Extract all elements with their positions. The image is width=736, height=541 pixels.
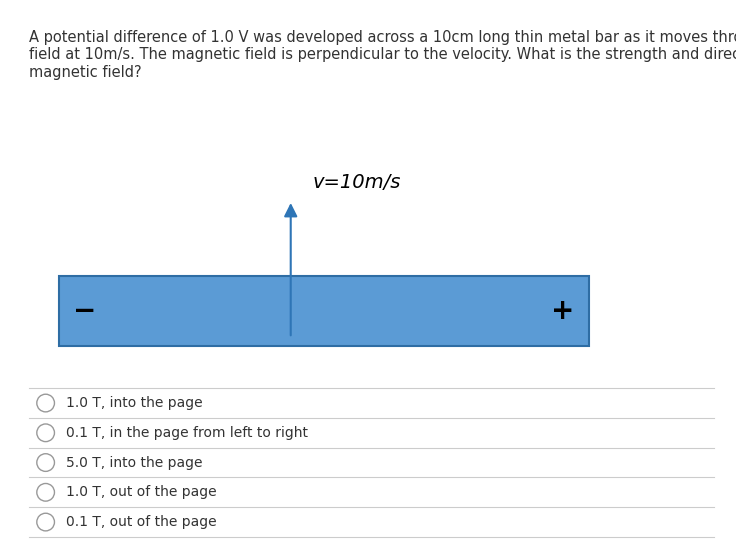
Text: +: + (551, 297, 575, 325)
Text: 5.0 T, into the page: 5.0 T, into the page (66, 456, 202, 470)
Text: A potential difference of 1.0 V was developed across a 10cm long thin metal bar : A potential difference of 1.0 V was deve… (29, 30, 736, 80)
Text: 1.0 T, out of the page: 1.0 T, out of the page (66, 485, 217, 499)
Text: 1.0 T, into the page: 1.0 T, into the page (66, 396, 203, 410)
Text: −: − (73, 297, 96, 325)
Text: v=10m/s: v=10m/s (313, 173, 401, 192)
Text: 0.1 T, in the page from left to right: 0.1 T, in the page from left to right (66, 426, 308, 440)
Text: 0.1 T, out of the page: 0.1 T, out of the page (66, 515, 217, 529)
FancyBboxPatch shape (59, 276, 589, 346)
